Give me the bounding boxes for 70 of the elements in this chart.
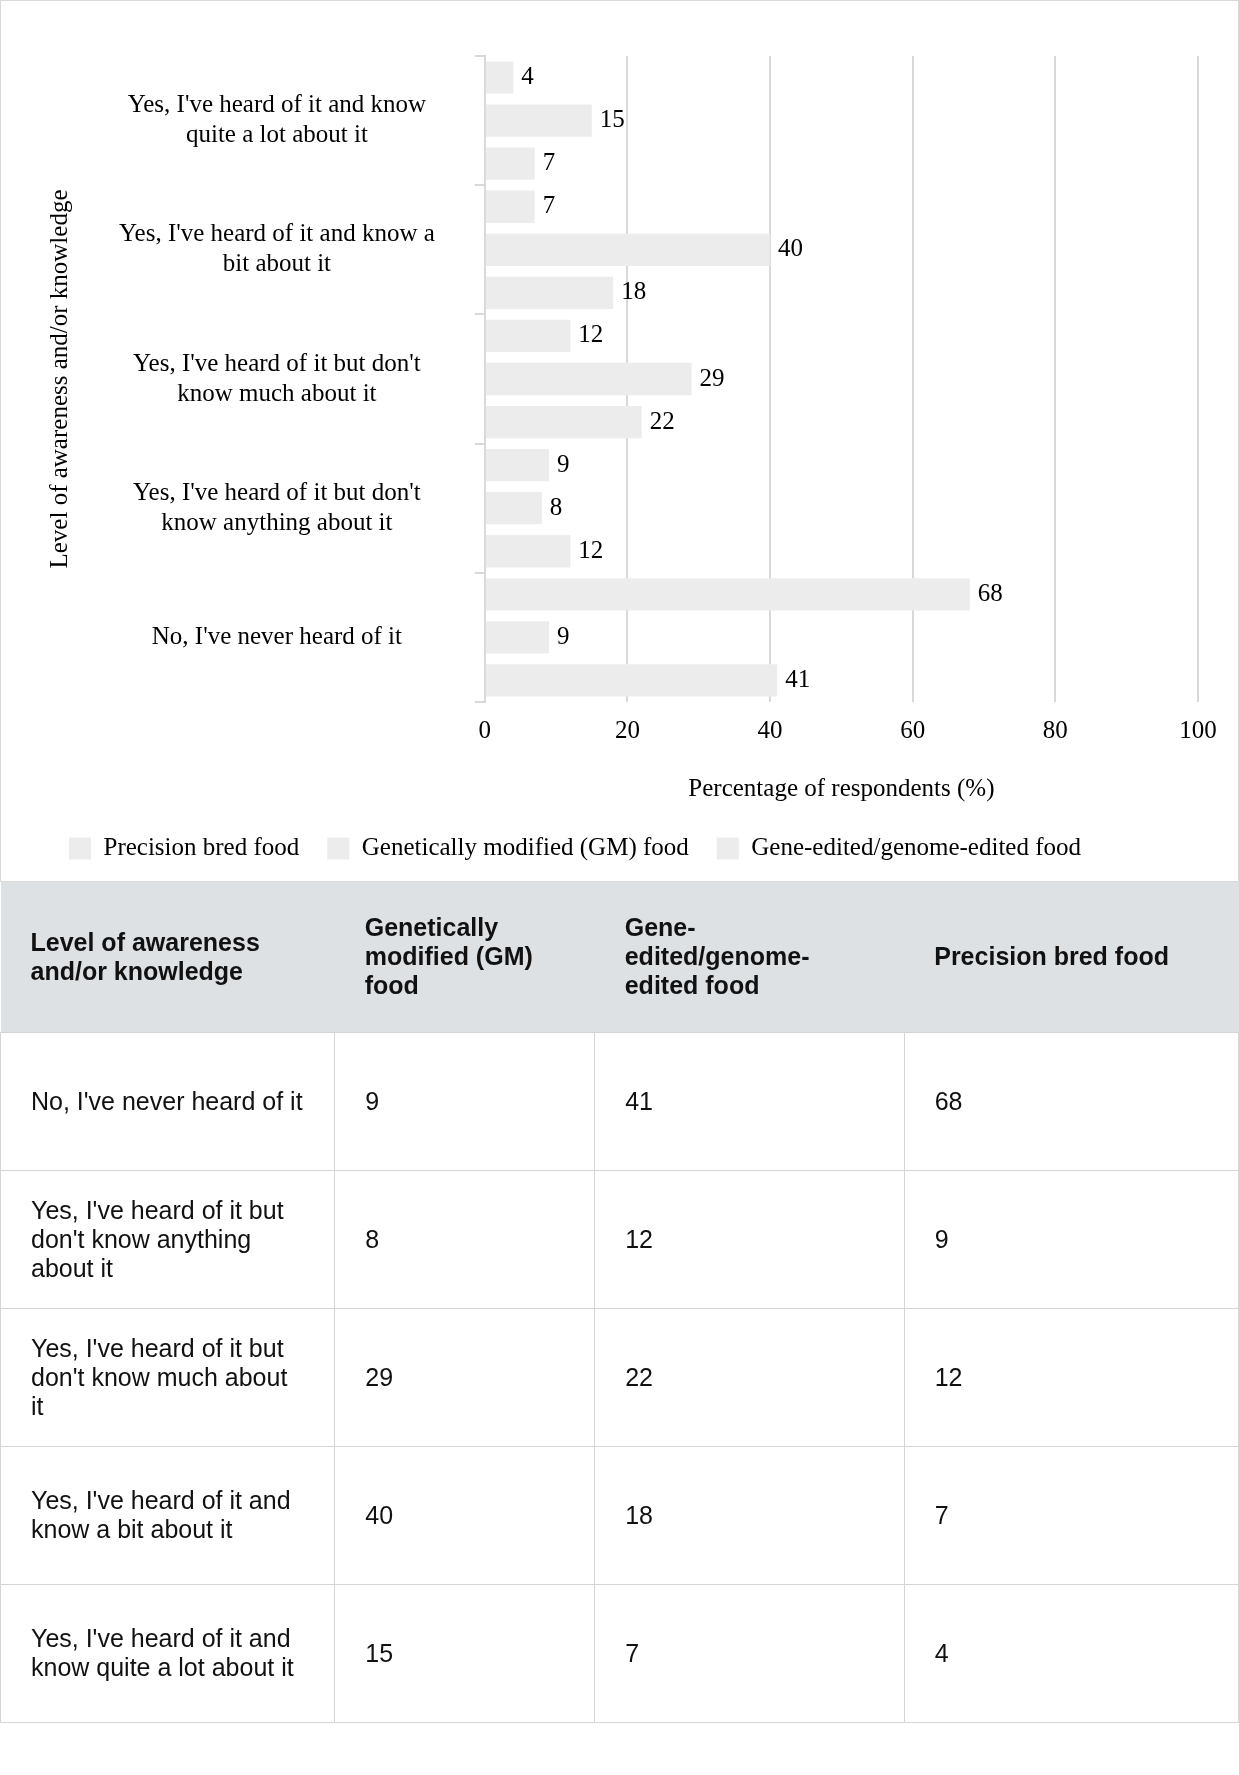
- y-tick-label: Yes, I've heard of it but don't know much about it: [0, 1308, 335, 1446]
- x-tick-label: 60: [900, 715, 926, 743]
- data-label: 9: [556, 449, 570, 477]
- y-tick-label: Yes, I've heard of it and know a bit about it: [0, 1446, 335, 1584]
- data-label: 15: [334, 1584, 595, 1722]
- data-label: 7: [542, 191, 556, 219]
- data-label: 7: [904, 1446, 1239, 1584]
- bar: [485, 276, 614, 310]
- bar: [485, 147, 535, 180]
- x-tick-label: Precision bred food: [904, 882, 1239, 1032]
- data-label: 9: [556, 621, 570, 649]
- x-tick-label: Genetically modified (GM) food: [334, 882, 595, 1032]
- data-label: 12: [578, 535, 604, 563]
- bar: [485, 61, 514, 94]
- y-axis-title: Level of awareness and/or knowledge: [0, 882, 335, 1032]
- data-label: 40: [334, 1446, 595, 1584]
- data-label: 9: [334, 1032, 595, 1170]
- bar: [485, 362, 692, 396]
- data-label: 18: [594, 1446, 905, 1584]
- bar: [485, 405, 642, 439]
- bar: [485, 621, 549, 654]
- bar: [485, 578, 970, 611]
- data-label: 8: [334, 1170, 595, 1308]
- data-label: 12: [594, 1170, 905, 1308]
- data-label: 9: [904, 1170, 1239, 1308]
- x-axis-title: Percentage of respondents (%): [688, 773, 995, 802]
- bar: [485, 104, 592, 137]
- data-label: 7: [594, 1584, 905, 1722]
- data-label: 15: [599, 105, 625, 133]
- y-axis-title: Level of awareness and/or knowledge: [44, 189, 72, 569]
- data-label: 68: [977, 578, 1003, 606]
- data-label: 7: [542, 148, 556, 176]
- bar: [485, 535, 571, 568]
- y-tick-label: No, I've never heard of it: [0, 1032, 335, 1170]
- data-label: 12: [904, 1308, 1239, 1446]
- y-tick-label: Yes, I've heard of it and know a bit about it: [118, 219, 435, 277]
- data-label: 12: [578, 320, 604, 348]
- x-tick-label: 80: [1042, 715, 1068, 743]
- x-tick-label: 0: [478, 715, 492, 743]
- bar: [485, 492, 542, 525]
- y-tick-label: Yes, I've heard of it but don't know anything about it: [133, 477, 421, 535]
- data-label: 4: [521, 62, 535, 90]
- data-label: 22: [649, 406, 675, 434]
- y-tick-label: Yes, I've heard of it and know quite a lot about it: [0, 1584, 335, 1722]
- bar: [485, 190, 535, 223]
- legend-label: Gene-edited/genome-edited food: [751, 833, 1082, 861]
- bar: [485, 233, 771, 266]
- data-label: 41: [785, 665, 811, 693]
- data-label: 68: [904, 1032, 1239, 1170]
- data-label: 41: [594, 1032, 905, 1170]
- data-label: 8: [549, 492, 563, 520]
- bar: [485, 664, 778, 697]
- data-label: 29: [334, 1308, 595, 1446]
- y-tick-label: Yes, I've heard of it and know quite a lot about it: [127, 90, 427, 148]
- data-label: 40: [778, 234, 804, 262]
- y-tick-label: Yes, I've heard of it but don't know anything about it: [0, 1170, 335, 1308]
- data-label: 18: [621, 277, 647, 305]
- bar: [485, 319, 571, 353]
- legend-label: Precision bred food: [103, 833, 300, 861]
- data-label: 22: [594, 1308, 905, 1446]
- y-tick-label: No, I've never heard of it: [151, 621, 403, 649]
- data-label: 4: [904, 1584, 1239, 1722]
- x-tick-label: 40: [757, 715, 783, 743]
- x-tick-label: 20: [614, 715, 640, 743]
- x-tick-label: 100: [1179, 715, 1217, 743]
- y-tick-label: Yes, I've heard of it but don't know much about it: [133, 348, 421, 406]
- x-tick-label: Gene-edited/genome-edited food: [594, 882, 905, 1032]
- legend-label: Genetically modified (GM) food: [361, 833, 690, 862]
- bar: [485, 448, 549, 482]
- data-label: 29: [699, 363, 725, 391]
